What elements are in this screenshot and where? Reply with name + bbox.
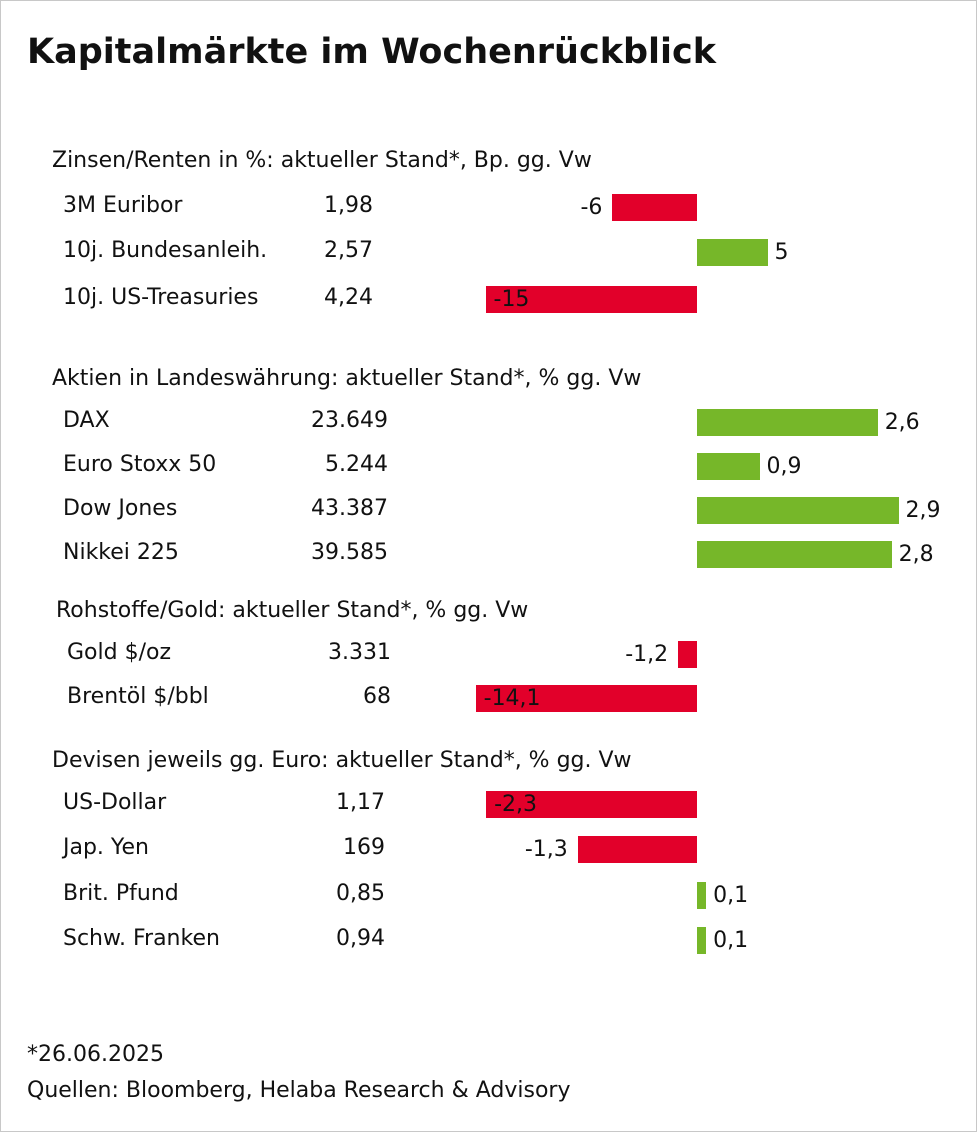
change-label: 0,9: [766, 454, 802, 479]
level-value: 169: [343, 835, 385, 860]
bar-negative: [475, 684, 697, 712]
level-value: 4,24: [324, 285, 373, 310]
category-label: 10j. Bundesanleih.: [63, 238, 268, 263]
bar-negative: [486, 790, 697, 818]
category-label: 10j. US-Treasuries: [63, 285, 259, 310]
change-label: 0,1: [713, 883, 749, 908]
change-label: 2,6: [884, 410, 920, 435]
sources-note: Quellen: Bloomberg, Helaba Research & Ad…: [27, 1078, 571, 1103]
level-value: 1,98: [324, 193, 373, 218]
category-label: Brit. Pfund: [63, 881, 179, 906]
change-label: -1,3: [524, 837, 568, 862]
change-label: -6: [580, 195, 603, 220]
category-label: DAX: [63, 408, 110, 433]
level-value: 3.331: [328, 640, 391, 665]
bar-negative: [678, 640, 697, 668]
category-label: Dow Jones: [63, 496, 178, 521]
bar-negative: [485, 285, 697, 313]
level-value: 39.585: [311, 540, 388, 565]
bar-negative: [612, 193, 697, 221]
level-value: 5.244: [325, 452, 388, 477]
bar-positive: [697, 496, 899, 524]
bar-positive: [697, 238, 768, 266]
bar-positive: [697, 408, 878, 436]
change-label: -14,1: [483, 686, 541, 711]
section-title: Zinsen/Renten in %: aktueller Stand*, Bp…: [52, 148, 592, 173]
change-label: -2,3: [494, 792, 538, 817]
category-label: 3M Euribor: [63, 193, 183, 218]
change-label: 2,8: [898, 542, 934, 567]
level-value: 43.387: [311, 496, 388, 521]
category-label: Euro Stoxx 50: [63, 452, 217, 477]
category-label: Jap. Yen: [63, 835, 149, 860]
category-label: Nikkei 225: [63, 540, 179, 565]
category-label: Schw. Franken: [63, 926, 220, 951]
level-value: 1,17: [336, 790, 385, 815]
bar-positive: [697, 540, 892, 568]
footnote: *26.06.2025: [27, 1042, 164, 1067]
bar-positive: [697, 452, 760, 480]
change-label: 5: [774, 240, 789, 265]
change-label: 0,1: [713, 928, 749, 953]
bar-positive: [697, 881, 707, 909]
bar-negative: [577, 835, 697, 863]
section-title: Devisen jeweils gg. Euro: aktueller Stan…: [52, 748, 632, 773]
section-title: Aktien in Landeswährung: aktueller Stand…: [52, 366, 642, 391]
level-value: 2,57: [324, 238, 373, 263]
level-value: 68: [363, 684, 391, 709]
page-title: Kapitalmärkte im Wochenrückblick: [27, 32, 717, 72]
change-label: 2,9: [905, 498, 941, 523]
change-label: -1,2: [625, 642, 669, 667]
level-value: 0,94: [336, 926, 385, 951]
level-value: 0,85: [336, 881, 385, 906]
section-title: Rohstoffe/Gold: aktueller Stand*, % gg. …: [56, 598, 529, 623]
category-label: Brentöl $/bbl: [67, 684, 209, 709]
level-value: 23.649: [311, 408, 388, 433]
bar-positive: [697, 926, 707, 954]
category-label: US-Dollar: [63, 790, 167, 815]
category-label: Gold $/oz: [67, 640, 171, 665]
change-label: -15: [493, 287, 530, 312]
